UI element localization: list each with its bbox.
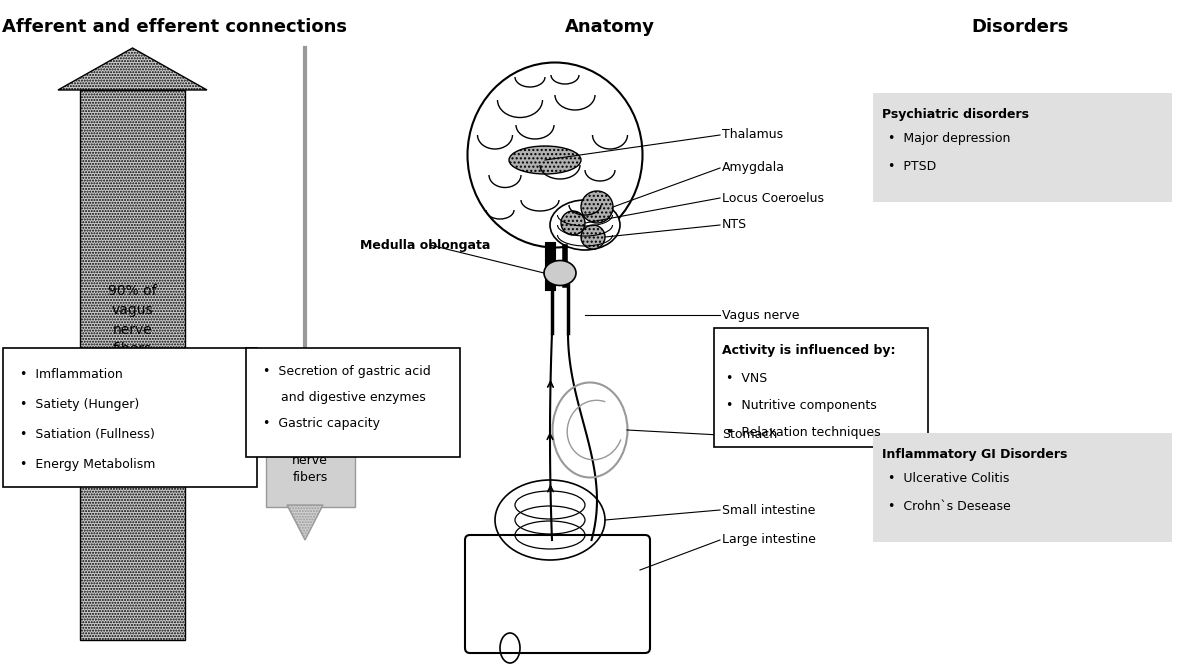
Polygon shape [287,505,323,540]
FancyBboxPatch shape [873,93,1171,202]
FancyBboxPatch shape [246,348,460,457]
Ellipse shape [544,261,576,286]
Text: •  VNS: • VNS [727,372,767,385]
Text: •  PTSD: • PTSD [888,160,936,173]
Text: Amygdala: Amygdala [722,161,785,175]
Text: •  Nutritive components: • Nutritive components [727,399,876,412]
Text: 90% of
vagus
nerve
fibers: 90% of vagus nerve fibers [108,284,157,356]
Ellipse shape [510,146,582,174]
Text: Anatomy: Anatomy [565,18,655,36]
Text: and digestive enzymes: and digestive enzymes [281,391,426,404]
Circle shape [582,225,605,249]
Text: Psychiatric disorders: Psychiatric disorders [882,108,1029,121]
Circle shape [582,191,613,223]
Text: Afferent and efferent connections: Afferent and efferent connections [2,18,348,36]
Text: •  Satiety (Hunger): • Satiety (Hunger) [20,398,139,411]
Text: •  Major depression: • Major depression [888,132,1011,145]
Text: 10% of
vagus
nerve
fibers: 10% of vagus nerve fibers [288,420,332,484]
Polygon shape [80,90,185,640]
Text: Medulla oblongata: Medulla oblongata [360,239,490,251]
Text: •  Relaxation techniques: • Relaxation techniques [727,426,880,439]
Text: Locus Coeroelus: Locus Coeroelus [722,192,824,204]
Text: Stomach: Stomach [722,429,777,442]
Circle shape [561,211,585,235]
Polygon shape [58,48,207,90]
Text: Inflammatory GI Disorders: Inflammatory GI Disorders [882,448,1067,461]
Text: •  Satiation (Fullness): • Satiation (Fullness) [20,428,155,441]
Ellipse shape [550,200,620,250]
FancyBboxPatch shape [4,348,257,487]
Text: •  Ulcerative Colitis: • Ulcerative Colitis [888,472,1010,485]
Text: Thalamus: Thalamus [722,128,783,142]
Text: Small intestine: Small intestine [722,503,815,517]
Text: Activity is influenced by:: Activity is influenced by: [722,344,896,357]
FancyBboxPatch shape [266,398,355,507]
FancyBboxPatch shape [713,328,928,447]
Text: Large intestine: Large intestine [722,534,815,546]
Text: NTS: NTS [722,218,747,231]
Text: •  Gastric capacity: • Gastric capacity [263,417,380,430]
Text: •  Crohn`s Desease: • Crohn`s Desease [888,500,1011,513]
Text: •  Imflammation: • Imflammation [20,368,122,381]
Text: Vagus nerve: Vagus nerve [722,308,800,321]
Text: •  Secretion of gastric acid: • Secretion of gastric acid [263,365,430,378]
Text: Disorders: Disorders [971,18,1068,36]
FancyBboxPatch shape [873,433,1171,542]
Text: •  Energy Metabolism: • Energy Metabolism [20,458,156,471]
Ellipse shape [468,62,643,247]
